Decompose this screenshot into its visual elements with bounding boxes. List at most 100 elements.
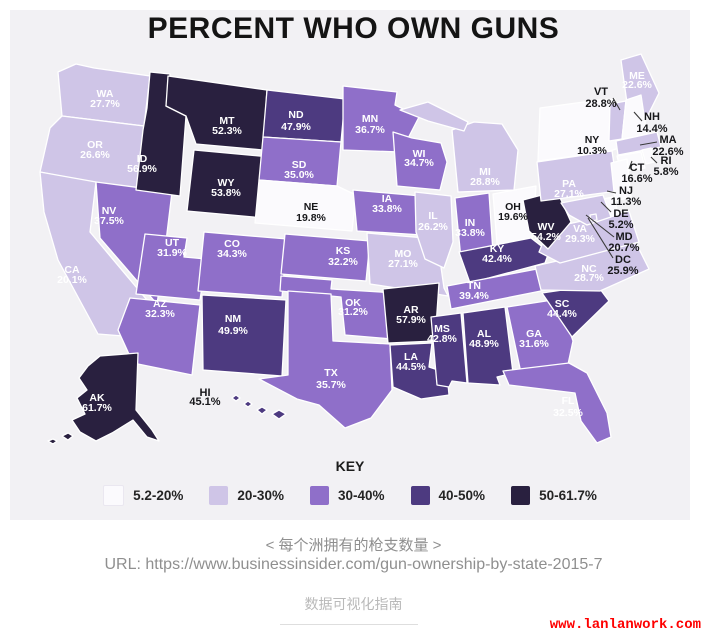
legend-swatch-0 <box>103 485 125 506</box>
state-label-id: ID <box>137 153 148 165</box>
state-label-al-value: 48.9% <box>469 338 499 350</box>
state-label-dc-value: 25.9% <box>607 265 638 277</box>
state-label-ca-value: 20.1% <box>57 274 87 286</box>
state-label-nj: NJ <box>619 185 633 197</box>
state-label-ky-value: 42.4% <box>482 253 512 265</box>
state-label-ar: AR <box>403 304 419 316</box>
state-label-sd-value: 35.0% <box>284 169 314 181</box>
state-label-vt: VT <box>594 86 608 98</box>
state-hi <box>256 406 268 415</box>
state-label-ok-value: 31.2% <box>338 306 368 318</box>
state-label-nm: NM <box>225 313 242 325</box>
state-label-de: DE <box>613 208 628 220</box>
state-label-nh-value: 14.4% <box>636 123 667 135</box>
state-label-ca: CA <box>64 264 80 276</box>
state-label-or: OR <box>87 139 103 151</box>
state-label-fl: FL <box>562 395 575 407</box>
state-nd <box>262 89 346 143</box>
state-label-ky: KY <box>490 243 505 255</box>
state-label-pa: PA <box>562 178 576 190</box>
callout-line-ma <box>639 141 658 146</box>
state-label-vt-value: 28.8% <box>585 98 616 110</box>
legend-row: 5.2-20% 20-30% 30-40% 40-50% 50-61.7% <box>10 485 690 506</box>
state-label-ak: AK <box>89 392 105 404</box>
state-label-md-value: 20.7% <box>608 242 639 254</box>
state-label-dc: DC <box>615 254 631 266</box>
state-label-ok: OK <box>345 297 361 309</box>
state-co <box>197 231 288 298</box>
legend: KEY 5.2-20% 20-30% 30-40% 40-50% 50-61.7% <box>10 458 690 506</box>
watermark: www.lanlanwork.com <box>549 617 701 633</box>
state-hi <box>231 394 241 402</box>
state-label-nd: ND <box>288 109 304 121</box>
state-label-il: IL <box>428 210 438 222</box>
footer-chinese: 数据可视化指南 <box>304 596 403 612</box>
legend-item-3: 40-50% <box>410 486 486 505</box>
state-label-ma: MA <box>659 134 676 146</box>
state-label-ma-value: 22.6% <box>652 146 683 158</box>
callout-line-vt <box>612 97 621 111</box>
state-label-mn: MN <box>362 113 378 125</box>
state-label-pa-value: 27.1% <box>554 188 584 200</box>
state-label-wv-value: 54.2% <box>531 231 561 243</box>
state-label-ks: KS <box>336 245 351 257</box>
legend-label-1: 20-30% <box>237 488 284 503</box>
state-label-or-value: 26.6% <box>80 149 110 161</box>
state-ks <box>280 233 371 282</box>
state-wi <box>392 131 448 191</box>
state-label-ct: CT <box>630 162 645 174</box>
state-label-nm-value: 49.9% <box>218 325 248 337</box>
legend-swatch-4 <box>511 486 531 505</box>
state-ri <box>641 147 655 165</box>
callout-lines <box>585 97 658 259</box>
state-label-sd: SD <box>292 159 307 171</box>
state-label-mi-value: 28.8% <box>470 176 500 188</box>
state-label-ia-value: 33.8% <box>372 203 402 215</box>
state-label-id-value: 56.9% <box>127 163 157 175</box>
state-label-nj-value: 11.3% <box>611 196 642 208</box>
state-label-ar-value: 57.9% <box>396 314 426 326</box>
legend-item-2: 30-40% <box>309 486 385 505</box>
state-label-ny: NY <box>585 134 600 146</box>
state-label-ia: IA <box>382 193 393 205</box>
legend-swatch-1 <box>209 486 229 505</box>
state-label-hi: HI <box>200 387 211 399</box>
state-label-la-value: 44.5% <box>396 361 426 373</box>
state-ak <box>47 438 58 445</box>
legend-swatch-2 <box>309 486 329 505</box>
callout-line-md <box>585 214 615 238</box>
state-label-tx: TX <box>324 367 337 379</box>
state-label-va-value: 29.3% <box>565 233 595 245</box>
state-label-tn-value: 39.4% <box>459 290 489 302</box>
legend-label-3: 40-50% <box>438 488 486 503</box>
state-label-me: ME <box>629 70 645 82</box>
state-ak <box>61 432 74 441</box>
caption-source-url: URL: https://www.businessinsider.com/gun… <box>104 556 603 573</box>
state-label-mn-value: 36.7% <box>355 124 385 136</box>
state-label-wv: WV <box>538 221 555 233</box>
state-label-mt: MT <box>219 115 235 127</box>
state-label-nv-value: 37.5% <box>94 215 124 227</box>
state-label-al: AL <box>477 328 492 340</box>
state-label-ut: UT <box>165 237 180 249</box>
footer-divider <box>280 624 418 625</box>
state-label-la: LA <box>404 351 418 363</box>
state-label-de-value: 5.2% <box>608 219 633 231</box>
state-label-il-value: 26.2% <box>418 221 448 233</box>
state-label-ga-value: 31.6% <box>519 338 549 350</box>
state-label-wa: WA <box>97 88 114 100</box>
callout-line-ri <box>650 156 658 164</box>
state-label-wi-value: 34.7% <box>404 157 434 169</box>
legend-label-2: 30-40% <box>337 488 385 503</box>
state-label-in-value: 33.8% <box>455 227 485 239</box>
state-mi <box>399 101 469 132</box>
state-hi <box>243 400 253 408</box>
state-label-md: MD <box>615 231 632 243</box>
state-label-ga: GA <box>526 328 542 340</box>
state-label-ut-value: 31.9% <box>157 247 187 259</box>
state-hi <box>271 409 287 420</box>
state-tx <box>258 290 393 429</box>
state-label-ms: MS <box>434 323 450 335</box>
state-label-mi: MI <box>479 166 491 178</box>
